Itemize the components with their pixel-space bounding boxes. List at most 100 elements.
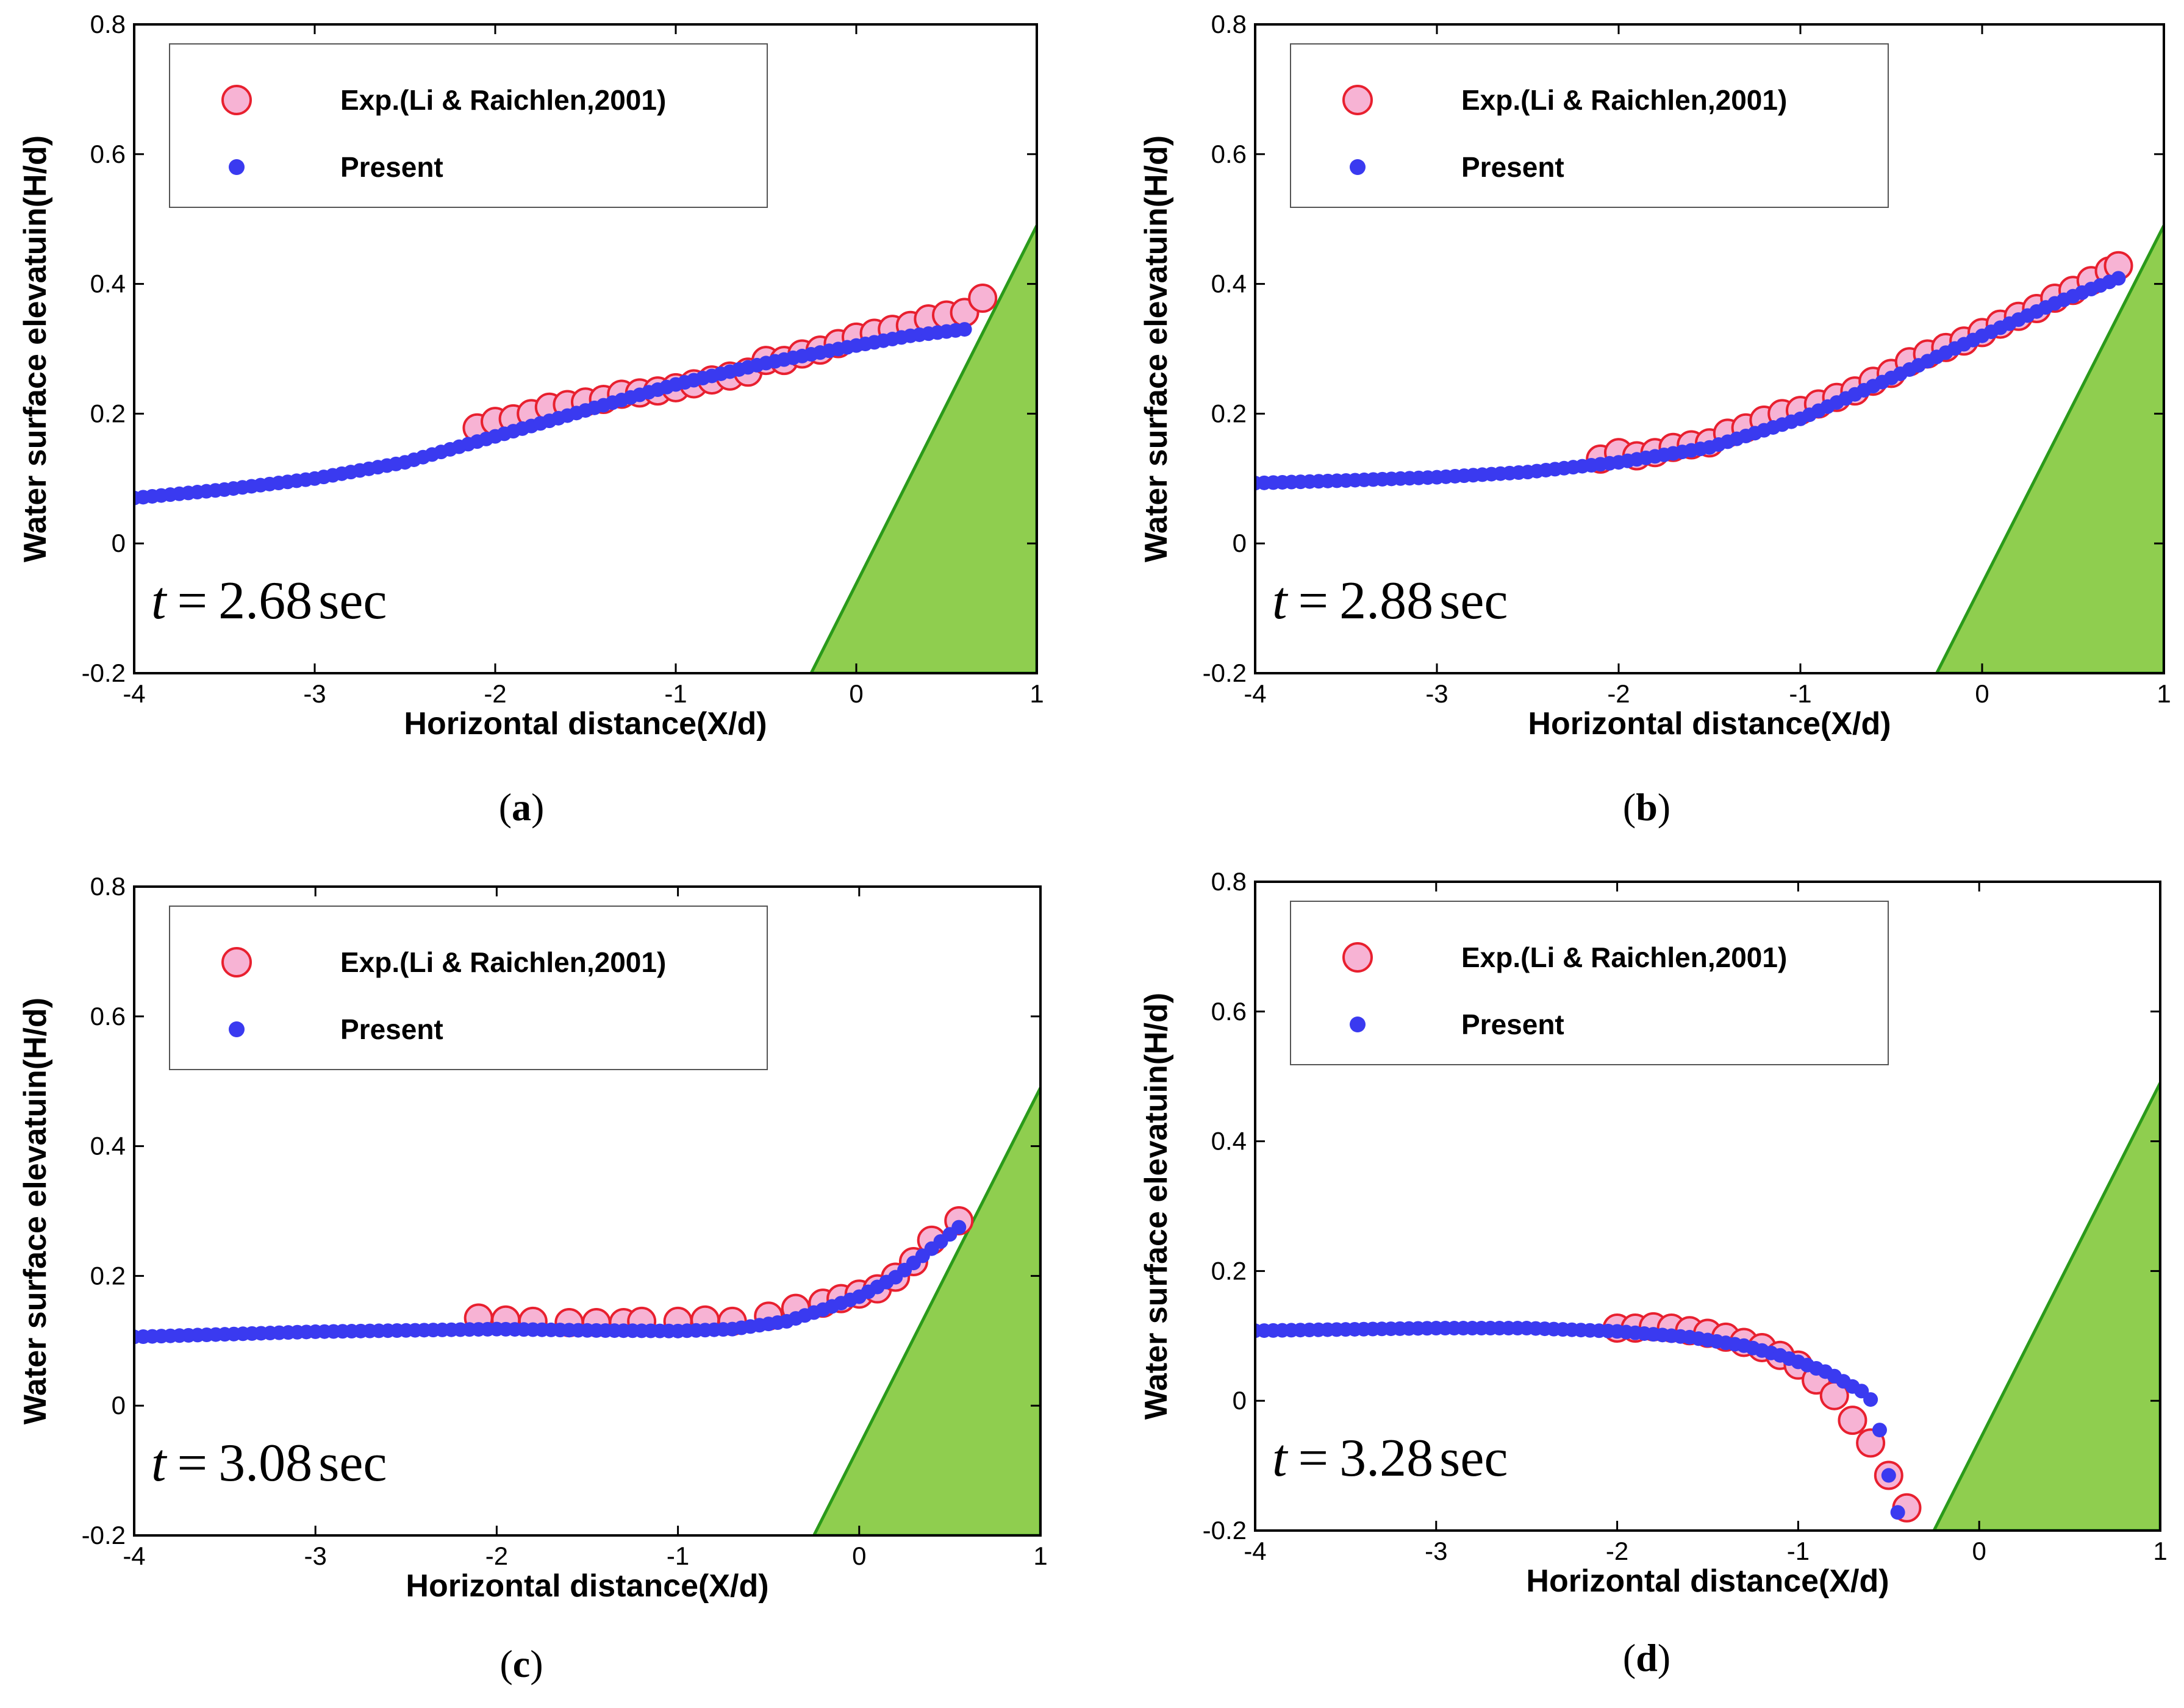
y-tick-label: 0.2 (90, 399, 126, 427)
x-tick-label: -1 (1787, 1537, 1810, 1565)
x-tick-label: -4 (1244, 679, 1266, 708)
caption-open: ( (1623, 1636, 1636, 1679)
series-present (134, 322, 972, 506)
legend-exp-label: Exp.(Li & Raichlen,2001) (1461, 942, 1787, 973)
x-tick-label: 1 (1029, 679, 1044, 708)
legend-exp-marker (221, 85, 252, 115)
legend-present-label: Present (1461, 151, 1564, 183)
y-axis-label: Water surface elevatuin(H/d) (1139, 135, 1174, 562)
caption-close: ) (1658, 1636, 1670, 1679)
present-point (1881, 1468, 1896, 1483)
time-value: 2.88 (1339, 571, 1433, 631)
y-axis-label: Water surface elevatuin(H/d) (18, 998, 53, 1424)
time-symbol: t (151, 571, 168, 631)
series-present (1255, 271, 2126, 491)
y-tick-label: -0.2 (82, 1521, 126, 1549)
plot-frame (1254, 23, 2165, 674)
y-tick-label: 0 (1233, 1386, 1247, 1415)
y-axis-label: Water surface elevatuin(H/d) (1139, 993, 1174, 1420)
legend-present-label: Present (340, 151, 443, 183)
x-tick-label: -2 (1606, 1537, 1628, 1565)
time-equals: = (1298, 571, 1328, 631)
y-tick-label: 0.4 (1211, 1127, 1247, 1156)
legend-box (1290, 43, 1889, 208)
series-exp (1586, 251, 2133, 474)
slope-wedge (809, 224, 1037, 673)
legend-exp-marker (221, 947, 252, 977)
y-tick-label: 0.4 (90, 270, 126, 298)
legend: Exp.(Li & Raichlen,2001) Present (1290, 901, 1889, 1065)
panel-caption: (a) (499, 785, 545, 829)
time-symbol: t (1272, 1429, 1289, 1488)
y-tick-label: 0 (1233, 529, 1247, 557)
legend-present-marker (1350, 159, 1366, 175)
x-tick-label: -3 (1425, 1537, 1447, 1565)
x-axis-label: Horizontal distance(X/d) (1528, 706, 1891, 741)
x-tick-label: -1 (1789, 679, 1811, 708)
legend-box (169, 906, 768, 1070)
time-unit: sec (318, 1434, 387, 1493)
present-point (957, 322, 972, 337)
y-tick-label: 0.8 (1211, 867, 1247, 896)
legend: Exp.(Li & Raichlen,2001) Present (169, 43, 768, 208)
present-point (951, 1220, 967, 1235)
y-tick-label: 0.2 (1211, 399, 1247, 427)
legend-box (1290, 901, 1889, 1065)
caption-close: ) (530, 1642, 543, 1685)
slope-wedge (1932, 1082, 2160, 1531)
x-axis-label: Horizontal distance(X/d) (1526, 1563, 1889, 1599)
x-tick-label: -3 (1425, 679, 1448, 708)
x-tick-label: -3 (303, 679, 326, 708)
caption-letter: c (513, 1642, 530, 1685)
x-tick-label: -3 (304, 1542, 327, 1570)
time-symbol: t (151, 1434, 168, 1493)
legend: Exp.(Li & Raichlen,2001) Present (1290, 43, 1889, 208)
y-tick-label: 0.2 (1211, 1256, 1247, 1285)
y-tick-label: 0.8 (90, 10, 126, 38)
x-tick-label: 0 (1972, 1537, 1986, 1565)
time-symbol: t (1272, 571, 1289, 631)
x-tick-label: -2 (1607, 679, 1630, 708)
plot-frame (133, 885, 1042, 1537)
caption-close: ) (1658, 785, 1670, 829)
y-tick-label: -0.2 (82, 659, 126, 687)
panel-caption: (b) (1623, 785, 1670, 829)
y-tick-label: 0 (112, 529, 126, 557)
y-tick-label: 0.6 (90, 140, 126, 168)
x-tick-label: -1 (664, 679, 687, 708)
y-tick-label: 0.8 (1211, 10, 1247, 38)
y-tick-label: 0.6 (90, 1002, 126, 1031)
legend-present-marker (229, 159, 245, 175)
time-unit: sec (1439, 571, 1508, 631)
panel-b: -4 -3 -2 -1 0 1 -0.2 0 0.2 0.4 0.6 0.8 Horizontal di… (1139, 10, 2171, 829)
y-tick-label: 0 (112, 1391, 126, 1420)
x-tick-label: -4 (1244, 1537, 1266, 1565)
slope-wedge (812, 1087, 1040, 1535)
panel-d: -4 -3 -2 -1 0 1 -0.2 0 0.2 0.4 0.6 0.8 Horizontal di… (1139, 867, 2168, 1679)
x-tick-label: 0 (852, 1542, 866, 1570)
time-unit: sec (1439, 1429, 1508, 1488)
caption-open: ( (499, 1642, 512, 1685)
y-tick-label: -0.2 (1203, 1516, 1247, 1545)
panel-a: -4 -3 -2 -1 0 1 -0.2 0 0.2 0.4 0.6 0.8 Horizontal di… (18, 10, 1044, 829)
y-tick-label: 0.2 (90, 1261, 126, 1290)
time-label: t = 2.88 sec (1272, 571, 1508, 631)
time-unit: sec (318, 571, 387, 631)
time-equals: = (177, 571, 207, 631)
present-point (2111, 271, 2126, 286)
exp-point (968, 284, 998, 313)
panel-caption: (c) (499, 1642, 543, 1685)
time-label: t = 2.68 sec (151, 571, 387, 631)
plot-frame (1254, 881, 2161, 1532)
legend-box (169, 43, 768, 208)
legend-present-label: Present (340, 1013, 443, 1045)
legend-present-marker (1350, 1017, 1366, 1032)
legend-present-marker (229, 1021, 245, 1037)
caption-close: ) (531, 785, 544, 829)
time-value: 3.28 (1339, 1429, 1433, 1488)
legend-exp-label: Exp.(Li & Raichlen,2001) (1461, 84, 1787, 116)
time-equals: = (177, 1434, 207, 1493)
series-present (1255, 1321, 1905, 1520)
x-tick-label: -1 (667, 1542, 689, 1570)
slope-wedge (1935, 224, 2164, 673)
